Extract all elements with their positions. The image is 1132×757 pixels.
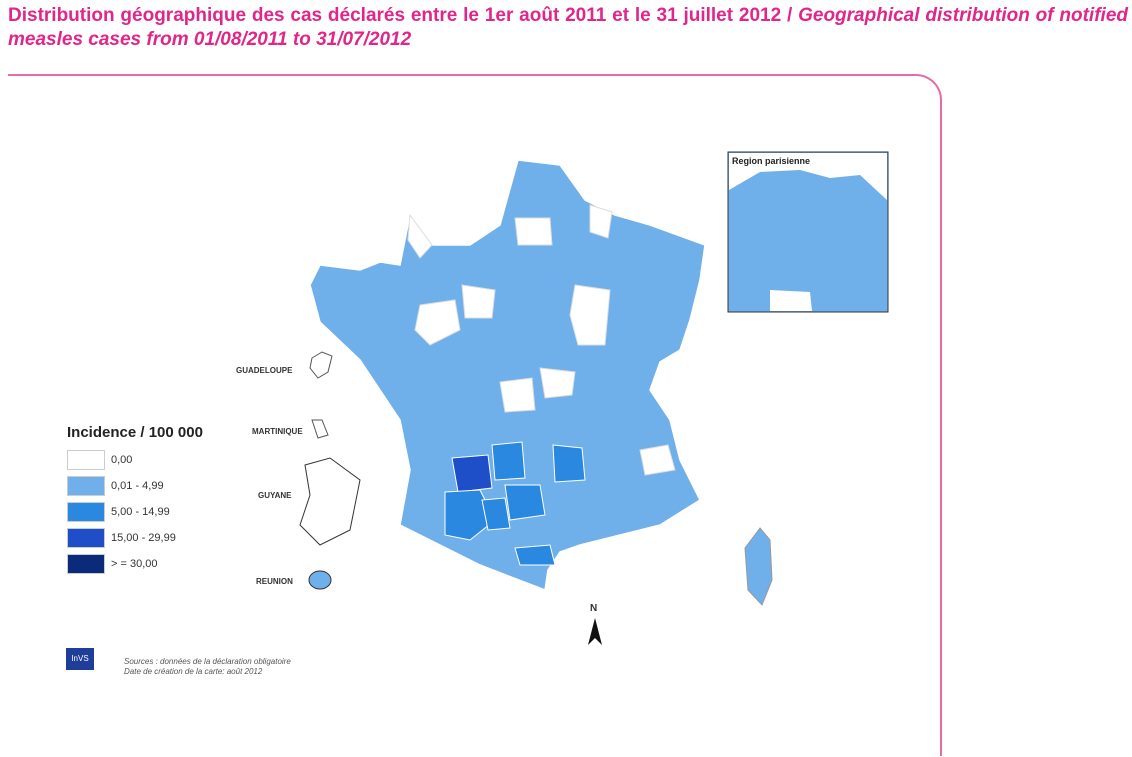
legend-item: 0,00	[67, 447, 203, 473]
corsica	[744, 527, 773, 606]
high-incidence-departments	[444, 441, 586, 566]
legend-swatch	[67, 450, 105, 470]
legend-item: 5,00 - 14,99	[67, 499, 203, 525]
label-guadeloupe: GUADELOUPE	[236, 366, 293, 375]
inset-box	[727, 151, 889, 313]
legend: Incidence / 100 000 0,00 0,01 - 4,99 5,0…	[67, 424, 203, 577]
label-guyane: GUYANE	[258, 491, 292, 500]
north-arrow-icon	[588, 618, 602, 645]
map-title: Distribution géographique des cas déclar…	[8, 5, 1128, 50]
legend-swatch	[67, 528, 105, 548]
legend-item: > = 30,00	[67, 551, 203, 577]
france-mainland	[309, 159, 706, 592]
legend-swatch	[67, 476, 105, 496]
map-frame	[8, 74, 942, 756]
guadeloupe-shape	[309, 351, 333, 379]
north-label: N	[590, 603, 598, 614]
legend-item: 0,01 - 4,99	[67, 473, 203, 499]
guyane-shape	[299, 457, 361, 546]
label-martinique: MARTINIQUE	[252, 427, 303, 436]
legend-item: 15,00 - 29,99	[67, 525, 203, 551]
label-reunion: REUNION	[256, 577, 293, 586]
legend-title: Incidence / 100 000	[67, 424, 203, 441]
invs-logo: InVS	[66, 648, 94, 670]
legend-swatch	[67, 554, 105, 574]
inset-title: Region parisienne	[732, 156, 811, 166]
martinique-shape	[311, 419, 329, 439]
reunion-shape	[308, 570, 332, 590]
legend-swatch	[67, 502, 105, 522]
zero-incidence-departments	[407, 204, 676, 476]
sources: Sources : données de la déclaration obli…	[124, 657, 291, 676]
